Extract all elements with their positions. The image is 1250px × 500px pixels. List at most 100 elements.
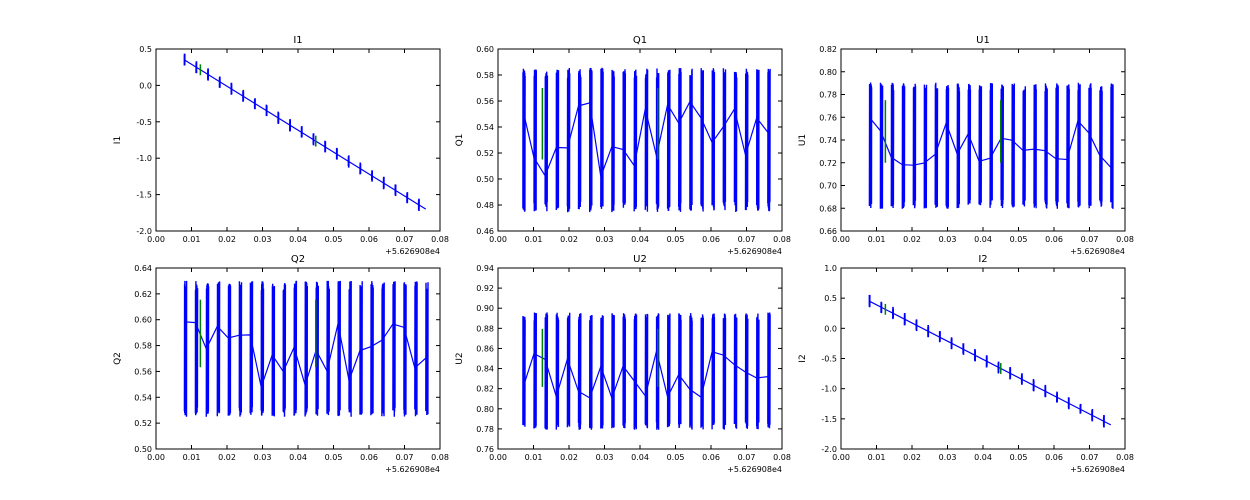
burst-segment xyxy=(945,84,950,209)
burst-segment xyxy=(1044,83,1048,209)
burst-segment xyxy=(666,313,671,428)
burst-segment xyxy=(238,281,243,417)
x-offset-label: +5.626908e4 xyxy=(727,247,782,256)
burst-segment xyxy=(868,82,873,209)
burst-segment xyxy=(644,313,649,429)
subplot-q1: 0.00 0.01 0.02 0.03 0.04 0.05 0.06 0.07 0.08 0.60… xyxy=(455,35,791,256)
x-tick-label: 0.04 xyxy=(974,453,992,462)
y-tick-label: 0.74 xyxy=(819,136,837,145)
y-tick-label: -2.0 xyxy=(136,227,152,236)
y-tick-label: 0.52 xyxy=(134,419,152,428)
burst-segment xyxy=(756,313,760,430)
plot-area xyxy=(522,312,771,430)
burst-segment xyxy=(1088,83,1092,209)
burst-segment xyxy=(756,69,760,211)
y-tick-label: 0.54 xyxy=(476,123,494,132)
y-axis-label: I2 xyxy=(798,354,808,362)
burst-segment xyxy=(304,281,308,417)
burst-segment xyxy=(722,313,727,430)
y-tick-label: 0.62 xyxy=(134,290,152,299)
y-tick-label: 0.0 xyxy=(139,81,152,90)
y-tick-label: -0.5 xyxy=(136,118,152,127)
chart-title: U1 xyxy=(976,35,990,46)
burst-segment xyxy=(611,69,615,213)
burst-segment xyxy=(622,69,626,208)
burst-segment xyxy=(227,283,232,416)
y-tick-label: 0.50 xyxy=(134,445,152,454)
axes-frame xyxy=(155,48,441,232)
x-offset-label: +5.626908e4 xyxy=(727,465,782,474)
burst-segment xyxy=(414,281,418,417)
burst-segment xyxy=(678,68,682,212)
x-tick-label: 0.02 xyxy=(560,235,578,244)
x-tick-label: 0.00 xyxy=(489,235,507,244)
x-tick-label: 0.07 xyxy=(396,453,414,462)
axes-frame xyxy=(840,267,1126,450)
burst-segment xyxy=(890,82,895,209)
burst-segment xyxy=(293,280,298,416)
burst-segment xyxy=(633,69,638,212)
subplot-u2: 0.00 0.01 0.02 0.03 0.04 0.05 0.06 0.07 0.08 0.94… xyxy=(455,254,791,474)
y-tick-label: 0.86 xyxy=(476,344,494,353)
y-tick-label: 0.60 xyxy=(476,45,494,54)
burst-segment xyxy=(271,283,276,417)
burst-segment xyxy=(1000,84,1004,209)
y-tick-label: 0.90 xyxy=(476,304,494,313)
burst-segment xyxy=(633,313,638,430)
burst-segment xyxy=(205,283,210,417)
x-tick-label: 0.08 xyxy=(1116,453,1134,462)
burst-segment xyxy=(348,280,352,417)
x-tick-label: 0.00 xyxy=(147,453,165,462)
burst-segment xyxy=(767,68,771,212)
y-axis-label: Q2 xyxy=(113,352,123,365)
x-tick-label: 0.01 xyxy=(868,453,886,462)
burst-segment xyxy=(249,281,254,415)
x-tick-label: 0.01 xyxy=(525,453,543,462)
x-tick-label: 0.03 xyxy=(939,235,957,244)
series-line xyxy=(869,300,1112,426)
chart-title: U2 xyxy=(633,254,647,265)
x-tick-label: 0.05 xyxy=(667,453,685,462)
burst-segment xyxy=(644,68,649,212)
burst-segment xyxy=(967,83,972,205)
x-tick-label: 0.05 xyxy=(325,235,343,244)
x-tick-label: 0.02 xyxy=(218,453,236,462)
x-tick-label: 0.06 xyxy=(702,235,720,244)
y-tick-label: 0.5 xyxy=(824,294,837,303)
y-tick-label: 0.78 xyxy=(476,425,494,434)
burst-segment xyxy=(611,313,615,429)
y-tick-label: -1.0 xyxy=(136,154,152,163)
subplot-i2: 0.00 0.01 0.02 0.03 0.04 0.05 0.06 0.07 0.08 1.0 0… xyxy=(798,254,1134,474)
x-tick-label: 0.01 xyxy=(183,453,201,462)
burst-segment xyxy=(689,313,693,430)
burst-segment xyxy=(533,312,537,429)
y-tick-label: 0.60 xyxy=(134,316,152,325)
y-tick-label: 0.70 xyxy=(819,182,837,191)
x-tick-label: 0.04 xyxy=(631,453,649,462)
x-tick-label: 0.03 xyxy=(596,235,614,244)
burst-segment xyxy=(733,71,738,213)
burst-segment xyxy=(544,71,549,212)
burst-segment xyxy=(1110,83,1114,209)
y-tick-label: 0.80 xyxy=(819,68,837,77)
x-tick-label: 0.03 xyxy=(254,235,272,244)
burst-segment xyxy=(1055,83,1059,209)
y-tick-label: 0.82 xyxy=(476,385,494,394)
y-tick-label: 0.78 xyxy=(819,91,837,100)
y-tick-label: 0.56 xyxy=(134,367,152,376)
plot-area xyxy=(522,67,771,213)
x-tick-label: 0.08 xyxy=(1116,235,1134,244)
y-axis-label: I1 xyxy=(113,136,123,144)
x-offset-label: +5.626908e4 xyxy=(385,465,440,474)
y-tick-label: 0.72 xyxy=(819,159,837,168)
y-tick-label: 1.0 xyxy=(824,264,837,273)
x-tick-label: 0.01 xyxy=(525,235,543,244)
chart-title: I1 xyxy=(293,35,302,46)
burst-segment xyxy=(183,280,188,417)
y-axis-label: U1 xyxy=(798,134,808,146)
burst-segment xyxy=(923,84,928,209)
plot-area xyxy=(868,294,1112,428)
burst-segment xyxy=(425,282,429,416)
x-tick-label: 0.05 xyxy=(1010,453,1028,462)
x-tick-label: 0.08 xyxy=(773,235,791,244)
